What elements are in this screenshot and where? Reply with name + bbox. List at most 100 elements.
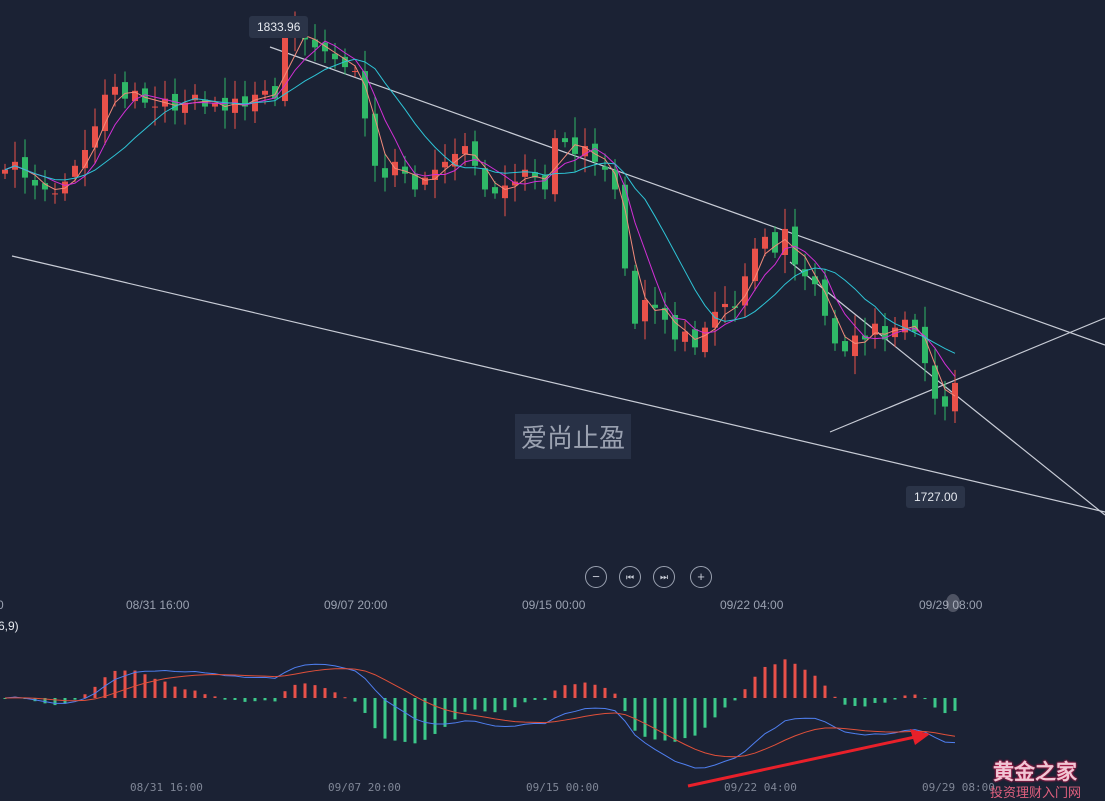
candle <box>262 90 268 95</box>
candle <box>832 318 838 344</box>
candle <box>952 382 958 412</box>
candle <box>352 71 358 73</box>
x-tick: 09/07 20:00 <box>324 598 388 612</box>
macd-bar <box>503 698 507 711</box>
macd-bar <box>873 698 877 703</box>
macd-bar <box>93 686 97 698</box>
macd-bar <box>833 696 837 698</box>
macd-bar <box>523 698 527 703</box>
scroll-end-button[interactable]: ⏭ <box>653 566 675 588</box>
candle <box>922 326 928 364</box>
candle <box>792 226 798 265</box>
candle <box>42 183 48 190</box>
macd-bar <box>213 696 217 698</box>
macd-bar <box>643 698 647 737</box>
candle <box>492 187 498 194</box>
candle <box>702 327 708 353</box>
trend-line <box>829 317 1105 433</box>
candle <box>32 180 38 186</box>
candle <box>272 86 278 99</box>
macd-bar <box>813 675 817 698</box>
candle <box>612 169 618 190</box>
macd-bar <box>363 698 367 713</box>
scroll-start-button[interactable]: ⏮ <box>619 566 641 588</box>
macd-bar <box>703 698 707 728</box>
x-tick: 08/31 16:00 <box>126 598 190 612</box>
candle <box>112 86 118 95</box>
macd-bar <box>603 687 607 698</box>
candle <box>812 276 818 285</box>
candle <box>892 327 898 338</box>
macd-bar <box>113 670 117 698</box>
candle <box>632 270 638 324</box>
candle <box>762 236 768 249</box>
candle <box>802 269 808 277</box>
candle <box>912 319 918 332</box>
high-price-label: 1833.96 <box>249 16 309 38</box>
macd-bar <box>573 684 577 698</box>
macd-bar <box>883 698 887 703</box>
ma-line-10 <box>4 58 956 354</box>
macd-bar <box>123 670 127 698</box>
macd-bar <box>343 697 347 699</box>
candle <box>752 248 758 282</box>
macd-dea-line <box>4 668 956 758</box>
candle <box>402 166 408 174</box>
candle <box>312 39 318 48</box>
macd-bar <box>723 698 727 708</box>
macd-bar <box>203 694 207 698</box>
candle <box>682 331 688 342</box>
logo-subtitle: 投资理财入门网 <box>990 786 1082 801</box>
macd-bar <box>103 677 107 698</box>
candle <box>242 96 248 107</box>
candle <box>102 94 108 132</box>
macd-bar <box>553 690 557 698</box>
candle <box>282 35 288 102</box>
candle <box>882 326 888 340</box>
candle <box>572 137 578 154</box>
candle <box>2 169 8 174</box>
candle <box>622 184 628 269</box>
candle <box>362 71 368 119</box>
macd-bar <box>403 698 407 742</box>
watermark: 爱尚止盈 <box>515 414 632 459</box>
macd-bar <box>593 684 597 698</box>
macd-bar <box>623 698 627 712</box>
candle <box>582 146 588 157</box>
macd-bar <box>563 685 567 698</box>
macd-bar <box>293 684 297 698</box>
macd-bar <box>263 698 267 701</box>
macd-bar <box>543 698 547 701</box>
candle <box>672 315 678 340</box>
candle <box>72 165 78 177</box>
macd-bar <box>733 698 737 701</box>
candle <box>222 97 228 111</box>
crosshair-handle[interactable] <box>946 594 960 612</box>
zoom-out-button[interactable]: − <box>585 566 607 588</box>
macd-bar <box>323 688 327 698</box>
macd-bar <box>183 689 187 698</box>
trend-line <box>11 255 1105 513</box>
candle <box>52 193 58 195</box>
macd-bar <box>83 694 87 698</box>
macd-bar <box>483 698 487 712</box>
annotation-arrow <box>687 735 916 788</box>
candle <box>652 304 658 308</box>
candle <box>942 396 948 407</box>
macd-bar <box>683 698 687 739</box>
annotation-arrow-head <box>910 729 930 745</box>
macd-bar <box>943 698 947 714</box>
candle <box>92 126 98 148</box>
candle <box>932 365 938 399</box>
macd-bar <box>773 664 777 698</box>
macd-bar <box>43 698 47 704</box>
macd-bar <box>443 698 447 727</box>
candle <box>332 53 338 60</box>
macd-bar <box>493 698 497 713</box>
macd-bar <box>3 698 7 699</box>
macd-bar <box>163 681 167 698</box>
zoom-in-button[interactable]: + <box>690 566 712 588</box>
macd-bar <box>193 690 197 698</box>
candle <box>22 157 28 178</box>
